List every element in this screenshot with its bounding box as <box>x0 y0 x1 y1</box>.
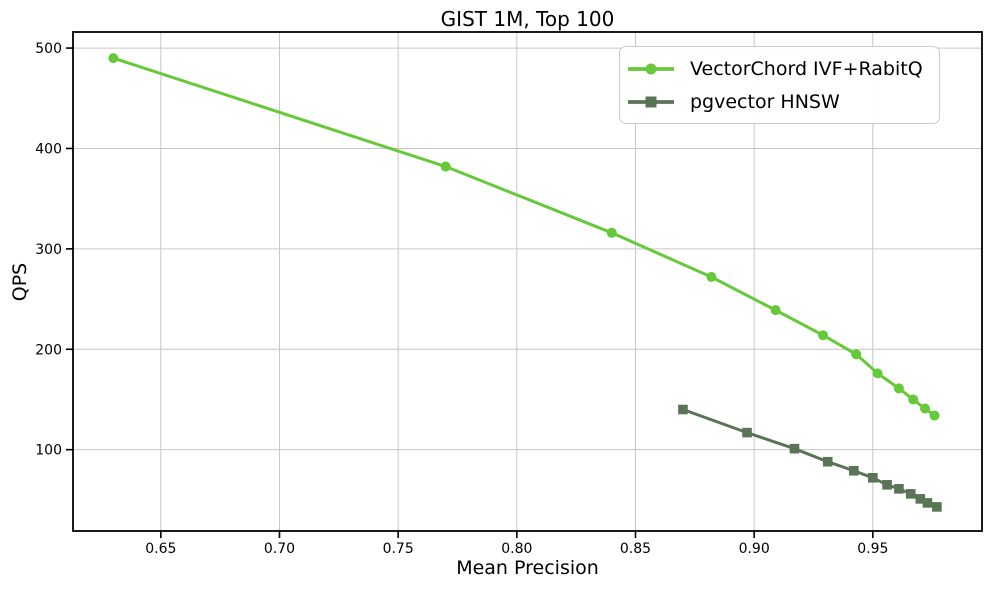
x-tick-label: 0.85 <box>620 541 651 557</box>
x-axis-label: Mean Precision <box>456 557 599 579</box>
x-tick-label: 0.95 <box>857 541 888 557</box>
x-tick-label: 0.80 <box>501 541 532 557</box>
series-marker <box>817 330 828 341</box>
series-marker <box>893 383 904 394</box>
plot-frame <box>72 31 983 532</box>
x-tick-label: 0.90 <box>739 541 770 557</box>
y-tick-label: 100 <box>35 443 62 459</box>
y-tick-label: 300 <box>35 242 62 258</box>
legend-label: pgvector HNSW <box>690 90 840 113</box>
series-marker <box>905 489 916 499</box>
series-marker <box>908 394 919 405</box>
series-marker <box>932 502 942 512</box>
series-marker <box>606 227 617 238</box>
series-marker <box>915 494 926 504</box>
series-marker <box>440 161 451 172</box>
series-marker <box>108 53 119 64</box>
x-tick-label: 0.75 <box>383 541 414 557</box>
series-marker <box>868 472 878 483</box>
y-tick-label: 500 <box>35 41 62 57</box>
series-marker <box>920 403 931 414</box>
series-marker <box>922 498 933 508</box>
series-marker <box>678 404 688 415</box>
series-marker <box>822 456 833 467</box>
series-marker <box>882 480 892 490</box>
legend-line-square-icon <box>628 96 674 107</box>
legend-line-circle-icon <box>628 63 674 74</box>
legend-label: VectorChord IVF+RabitQ <box>690 57 923 80</box>
series-marker <box>742 427 752 438</box>
series-marker <box>929 410 940 421</box>
y-tick-label: 200 <box>35 342 62 358</box>
x-tick-label: 0.65 <box>145 541 176 557</box>
legend-item-vectorchord: VectorChord IVF+RabitQ <box>625 52 927 85</box>
legend: VectorChord IVF+RabitQ pgvector HNSW <box>619 46 940 124</box>
series-marker <box>894 484 904 494</box>
series-marker <box>789 443 800 454</box>
legend-item-pgvector: pgvector HNSW <box>625 85 927 118</box>
chart-title: GIST 1M, Top 100 <box>440 7 615 31</box>
series-marker <box>849 465 859 476</box>
y-tick-label: 400 <box>35 141 62 157</box>
x-tick-label: 0.70 <box>264 541 295 557</box>
series-marker <box>770 305 781 316</box>
series-marker <box>872 368 883 379</box>
series-marker <box>706 271 717 282</box>
series-marker <box>851 349 862 360</box>
